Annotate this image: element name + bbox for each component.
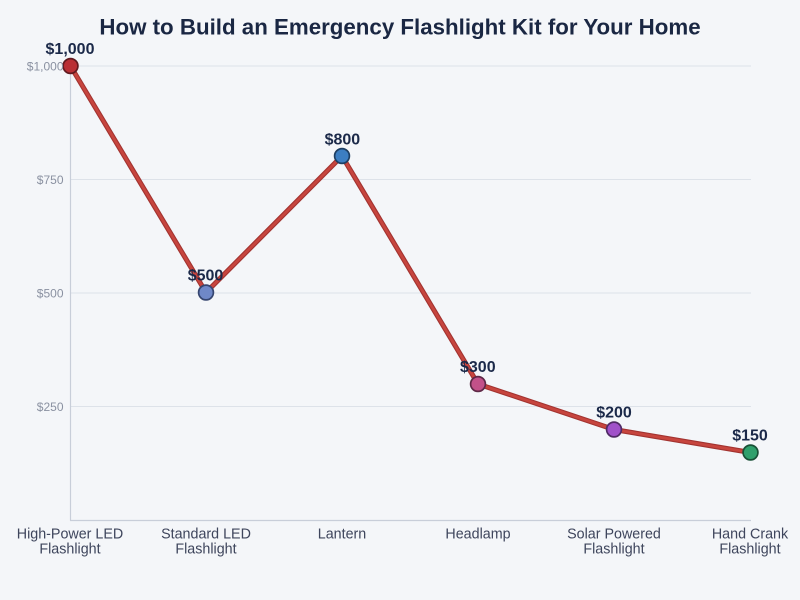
- svg-text:$500: $500: [37, 286, 64, 300]
- svg-text:Solar Powered: Solar Powered: [567, 526, 661, 542]
- svg-text:$1,000: $1,000: [46, 41, 95, 58]
- svg-text:$300: $300: [460, 359, 496, 376]
- svg-text:Flashlight: Flashlight: [583, 541, 644, 557]
- svg-text:Hand Crank: Hand Crank: [712, 526, 789, 542]
- svg-text:$1,000: $1,000: [27, 59, 64, 73]
- svg-text:$250: $250: [37, 400, 64, 414]
- svg-text:$150: $150: [732, 427, 768, 444]
- svg-text:$200: $200: [596, 404, 632, 421]
- svg-text:Flashlight: Flashlight: [175, 541, 236, 557]
- svg-text:Headlamp: Headlamp: [445, 526, 510, 542]
- svg-text:Flashlight: Flashlight: [39, 541, 100, 557]
- svg-text:Flashlight: Flashlight: [719, 541, 780, 557]
- svg-text:Lantern: Lantern: [318, 526, 367, 542]
- svg-text:How to Build an Emergency Flas: How to Build an Emergency Flashlight Kit…: [99, 15, 700, 40]
- svg-text:Standard LED: Standard LED: [161, 526, 251, 542]
- svg-text:High-Power LED: High-Power LED: [17, 526, 123, 542]
- svg-text:$800: $800: [325, 132, 361, 149]
- svg-text:$500: $500: [188, 267, 224, 284]
- svg-text:$750: $750: [37, 173, 64, 187]
